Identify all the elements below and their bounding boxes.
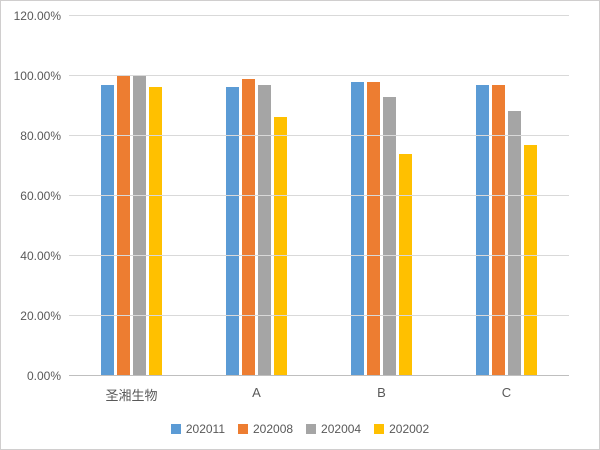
bar-group <box>444 16 569 376</box>
bar-series-202002 <box>274 116 287 376</box>
bar-series-202004 <box>508 110 521 376</box>
x-axis-label: C <box>501 385 512 400</box>
legend-label: 202002 <box>389 422 430 436</box>
legend-item: 202008 <box>238 422 293 436</box>
gridline <box>69 195 569 196</box>
legend-item: 202002 <box>374 422 429 436</box>
gridline <box>69 255 569 256</box>
legend-swatch-icon <box>238 424 248 434</box>
x-axis-label: B <box>377 385 386 400</box>
plot-area <box>69 15 569 376</box>
bar-series-202002 <box>524 145 537 376</box>
bar-series-202011 <box>101 85 114 376</box>
legend-swatch-icon <box>170 424 181 434</box>
bar-series-202011 <box>226 86 239 376</box>
legend-swatch-icon <box>306 424 317 434</box>
legend-label: 202008 <box>253 422 294 436</box>
bar-series-202008 <box>492 85 505 376</box>
gridline <box>69 315 569 316</box>
legend: 202011 202008 202004 202002 <box>1 422 599 436</box>
bar-series-202008 <box>367 82 380 376</box>
y-tick-label: 80.00% <box>20 129 61 143</box>
gridline <box>69 15 569 16</box>
legend-item: 202004 <box>306 422 361 436</box>
legend-label: 202011 <box>185 422 225 436</box>
gridline <box>69 135 569 136</box>
bar-group <box>319 16 444 376</box>
x-axis-line <box>69 375 569 376</box>
bar-group <box>69 16 194 376</box>
y-tick-label: 60.00% <box>20 189 61 203</box>
legend-swatch-icon <box>374 424 385 434</box>
y-tick-label: 20.00% <box>20 309 61 323</box>
y-tick-label: 120.00% <box>13 9 61 23</box>
bar-series-202011 <box>476 85 489 376</box>
legend-item: 202011 <box>170 422 225 436</box>
legend-label: 202004 <box>321 422 362 436</box>
x-axis-labels: 圣湘生物 A B C <box>69 385 569 404</box>
bar-series-202004 <box>383 97 396 376</box>
bar-series-202011 <box>351 82 364 376</box>
y-tick-label: 0.00% <box>26 369 61 383</box>
x-axis-label: A <box>252 385 261 400</box>
y-tick-label: 40.00% <box>20 249 61 263</box>
bar-series-202004 <box>258 85 271 376</box>
y-tick-label: 100.00% <box>13 69 61 83</box>
bar-series-202002 <box>399 154 412 376</box>
gridline <box>69 75 569 76</box>
bar-group <box>194 16 319 376</box>
x-axis-label: 圣湘生物 <box>105 388 158 403</box>
bar-series-202004 <box>133 76 146 376</box>
bar-series-202008 <box>242 79 255 376</box>
bar-series-202002 <box>149 86 162 376</box>
bar-series-202008 <box>117 76 130 376</box>
bar-groups <box>69 16 569 376</box>
